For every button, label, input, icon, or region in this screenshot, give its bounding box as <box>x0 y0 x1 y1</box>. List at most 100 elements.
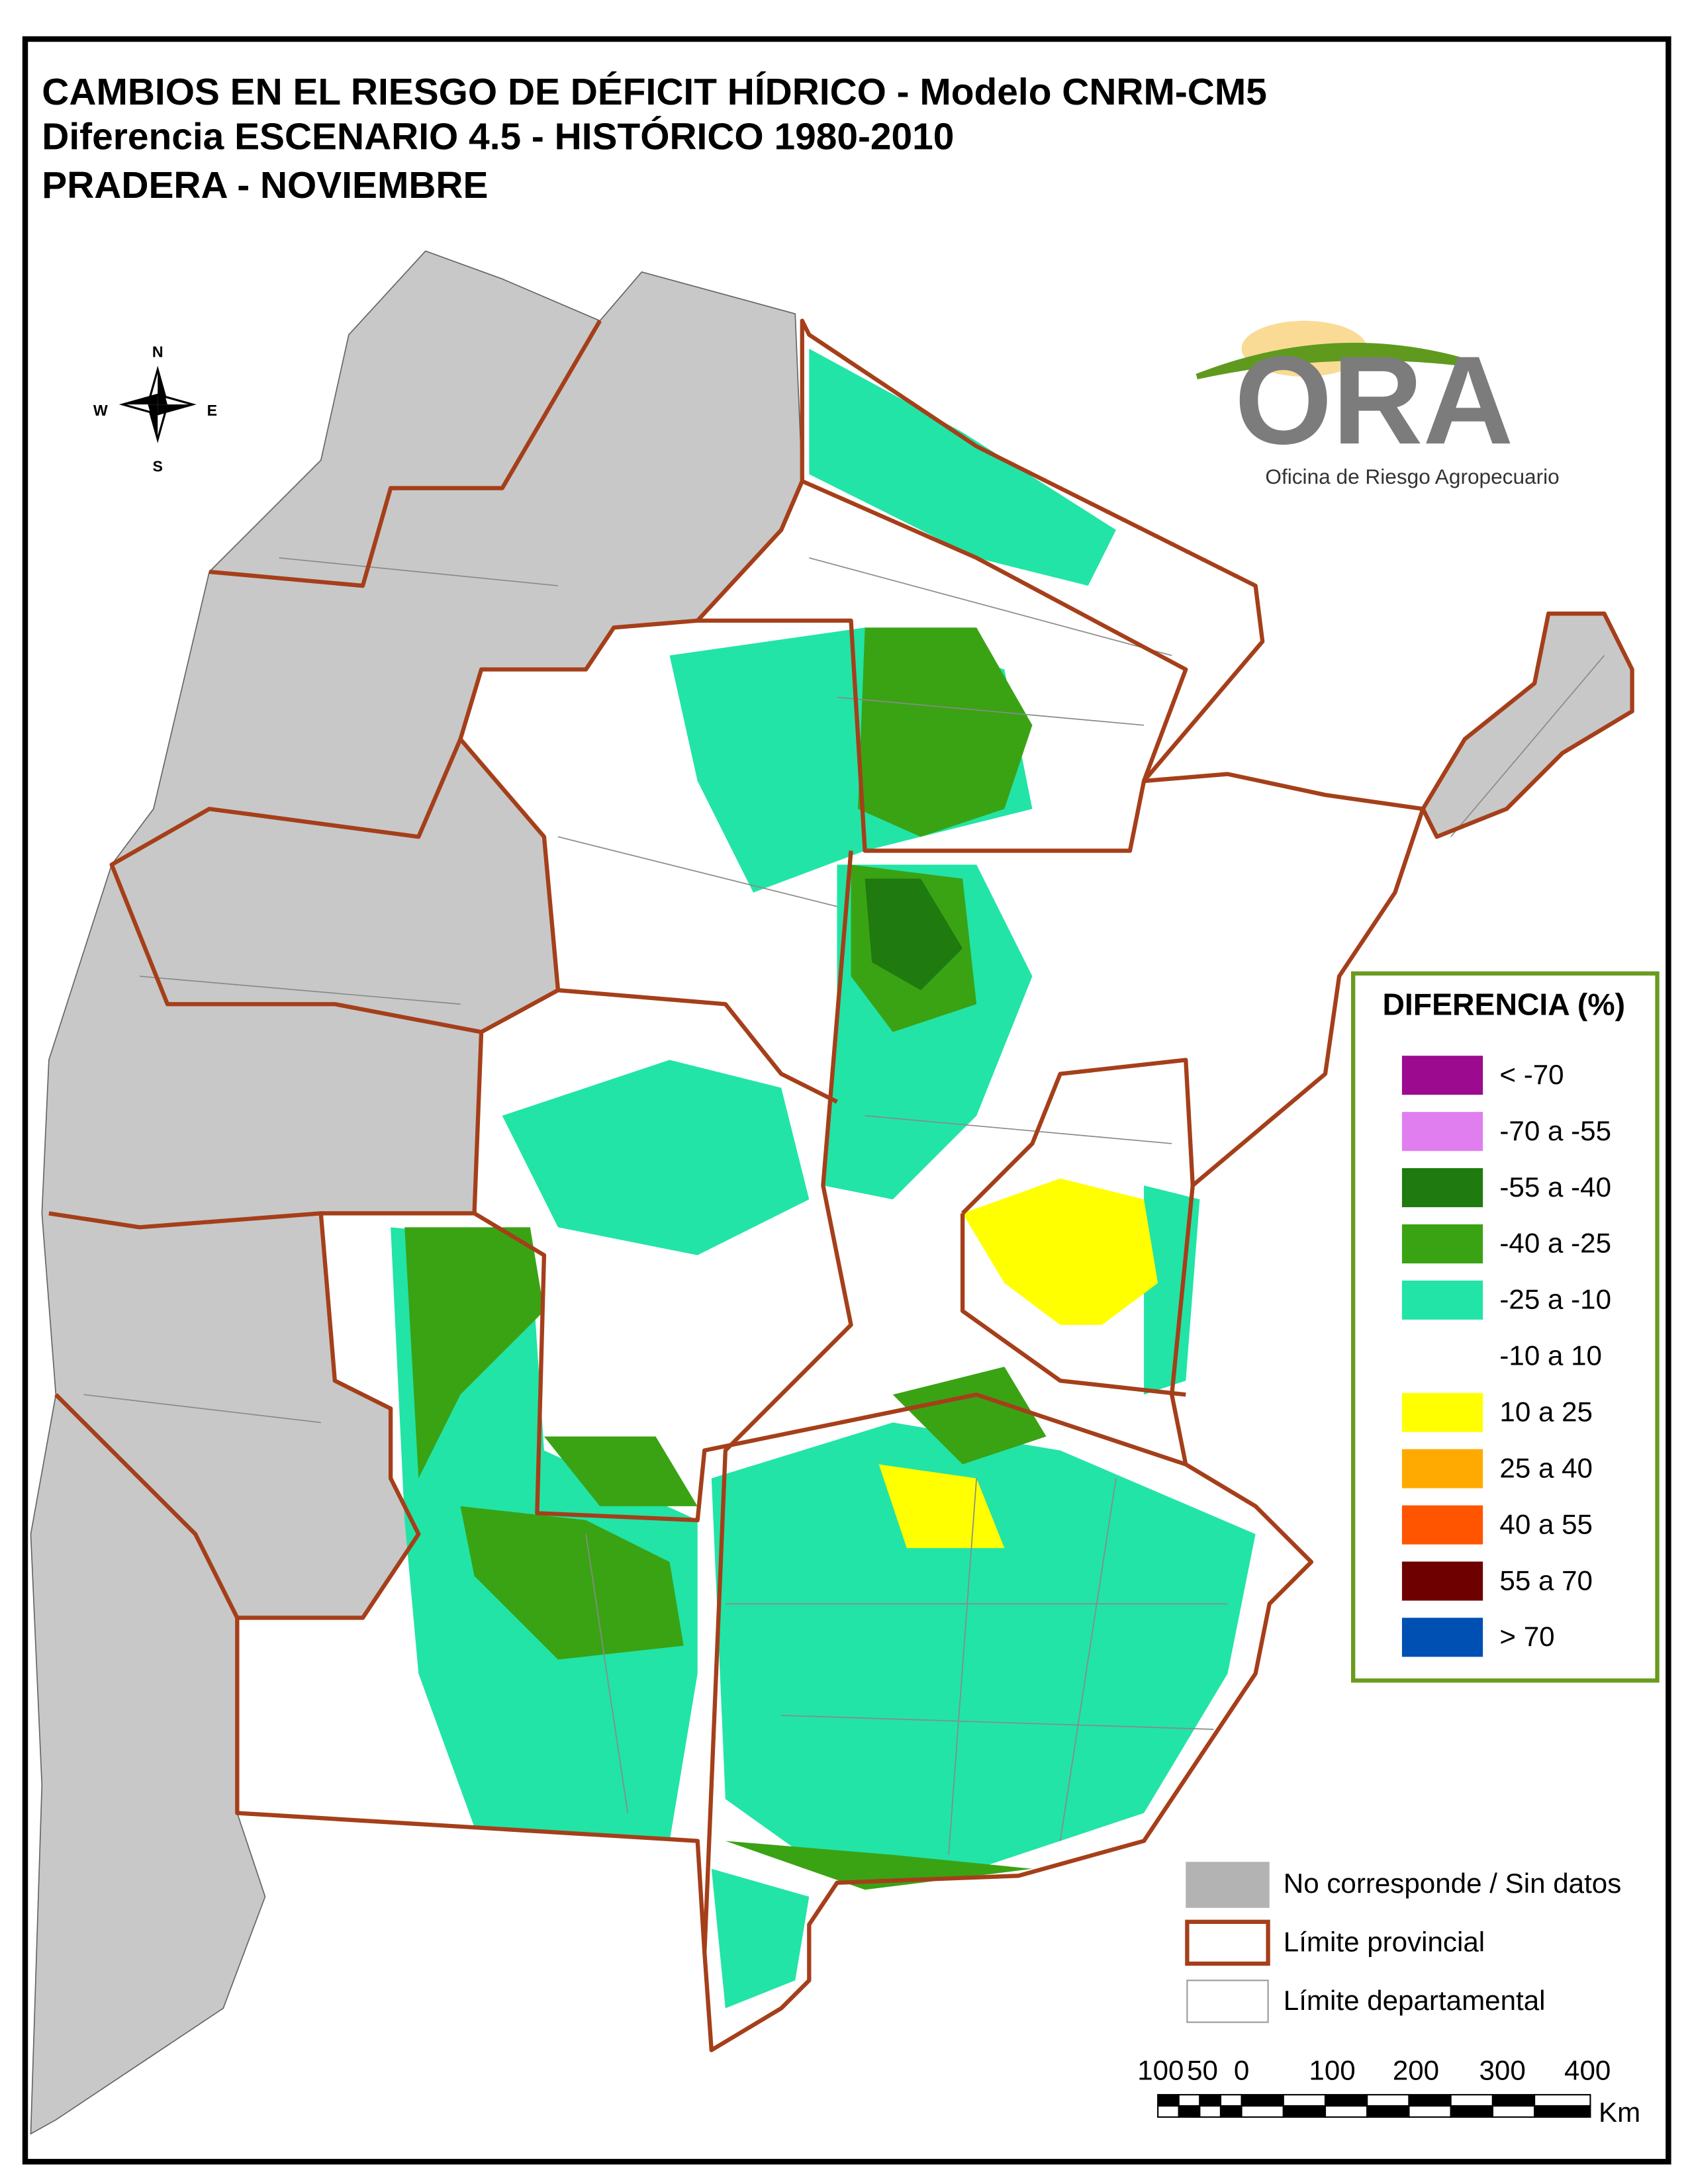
logo-swoosh <box>1196 342 1480 380</box>
scale-segment <box>1199 2105 1222 2118</box>
legend-swatch <box>1401 1112 1483 1152</box>
area <box>962 1178 1158 1325</box>
legend-swatch <box>1401 1505 1483 1545</box>
area <box>543 1436 698 1506</box>
legend-label: -55 a -40 <box>1499 1171 1611 1203</box>
legend-label: -70 a -55 <box>1499 1115 1611 1146</box>
compass-rose <box>148 404 158 439</box>
legend-label: 40 a 55 <box>1499 1508 1593 1539</box>
change-areas <box>404 627 1047 1890</box>
province-outline <box>473 1211 1187 1523</box>
compass: N S E W <box>93 343 217 475</box>
scale-segment <box>1282 2105 1327 2118</box>
reference-swatch <box>1186 1979 1269 2023</box>
scale-segment <box>1534 2094 1591 2107</box>
province-outline <box>801 479 1188 782</box>
scale-segment <box>1157 2094 1180 2107</box>
legend-swatch <box>1401 1224 1483 1263</box>
legend-swatch <box>1401 1168 1483 1208</box>
department-borders <box>83 557 1605 1855</box>
province-outline <box>109 738 482 1034</box>
compass-label: N <box>152 343 164 360</box>
title-line: PRADERA - NOVIEMBRE <box>42 164 488 206</box>
scale-segment <box>1241 2094 1284 2107</box>
scale-segment <box>1534 2105 1591 2118</box>
reference-swatch <box>1185 1919 1270 1966</box>
legend-label: -10 a 10 <box>1499 1340 1602 1371</box>
area <box>404 1227 544 1479</box>
legend-swatch <box>1401 1617 1483 1657</box>
reference-label: Límite provincial <box>1284 1927 1485 1958</box>
compass-label: E <box>207 402 217 419</box>
scale-segment <box>1491 2105 1536 2118</box>
reference-legend: No corresponde / Sin datos Límite provinc… <box>1185 1862 1621 2023</box>
province-outline <box>557 988 838 1104</box>
scale-segment <box>1282 2094 1327 2107</box>
scale-segment <box>1157 2105 1180 2118</box>
legend-swatch <box>1401 1449 1483 1488</box>
province-outline <box>54 1393 240 1619</box>
legend-swatch <box>1401 1561 1483 1601</box>
scale-segment <box>1324 2105 1368 2118</box>
compass-label: S <box>152 457 162 475</box>
logo-subtitle: Oficina de Riesgo Agropecuario <box>1265 465 1559 488</box>
scale-segment <box>1450 2105 1493 2118</box>
scale-segment <box>1366 2105 1410 2118</box>
area <box>858 627 1033 837</box>
logo-text: ORA <box>1235 330 1513 471</box>
scale-segment <box>1199 2094 1222 2107</box>
scale-segment <box>1219 2094 1243 2107</box>
scale-segment <box>1408 2094 1452 2107</box>
scale-segment <box>1366 2094 1410 2107</box>
province-outline <box>961 1058 1195 1215</box>
compass-rose <box>158 404 193 414</box>
scale-label: 50 <box>1187 2055 1218 2086</box>
scale-segment <box>1491 2094 1536 2107</box>
title-line: Diferencia ESCENARIO 4.5 - HISTÓRICO 198… <box>42 115 954 158</box>
scale-segment <box>1178 2094 1201 2107</box>
legend-label: 55 a 70 <box>1499 1565 1593 1596</box>
scale-label: 300 <box>1479 2055 1525 2086</box>
compass-label: W <box>93 402 108 419</box>
scale-label: 400 <box>1564 2055 1611 2086</box>
scale-segment <box>1178 2105 1201 2118</box>
scale-label: 200 <box>1393 2055 1439 2086</box>
province-outline <box>1421 612 1634 839</box>
province-outline <box>48 1211 322 1230</box>
area <box>809 348 1116 586</box>
legend-label: 25 a 40 <box>1499 1452 1593 1483</box>
area <box>711 1868 810 2009</box>
scale-segment <box>1219 2105 1243 2118</box>
compass-rose <box>158 369 167 405</box>
legend-swatch <box>1401 1392 1483 1432</box>
scale-segment <box>1324 2094 1368 2107</box>
scale-unit: Km <box>1599 2097 1640 2128</box>
scale-label: 100 <box>1309 2055 1355 2086</box>
reference-label: No corresponde / Sin datos <box>1284 1868 1621 1899</box>
area <box>460 1506 684 1660</box>
area <box>865 878 963 991</box>
legend-swatch <box>1401 1056 1483 1095</box>
province-outline <box>235 318 1425 2052</box>
scale-segment <box>1241 2105 1284 2118</box>
province-borders <box>48 318 1634 2052</box>
map <box>30 250 1634 2135</box>
scale-segment <box>1450 2094 1493 2107</box>
logo: ORA Oficina de Riesgo Agropecuario <box>1196 320 1560 488</box>
scale-label: 100 <box>1137 2055 1184 2086</box>
province-outline <box>702 850 853 1953</box>
title-line: CAMBIOS EN EL RIESGO DE DÉFICIT HÍDRICO … <box>42 71 1267 113</box>
reference-label: Límite departamental <box>1284 1985 1546 2016</box>
area <box>711 1422 1256 1869</box>
legend-label: -40 a -25 <box>1499 1228 1611 1259</box>
legend-title: DIFERENCIA (%) <box>1382 987 1625 1022</box>
legend-label: -25 a -10 <box>1499 1284 1611 1315</box>
area <box>502 1060 810 1255</box>
legend-label: > 70 <box>1499 1621 1554 1652</box>
province-outline <box>209 320 602 588</box>
reference-swatch <box>1186 1862 1270 1908</box>
legend-label: < -70 <box>1499 1059 1564 1090</box>
